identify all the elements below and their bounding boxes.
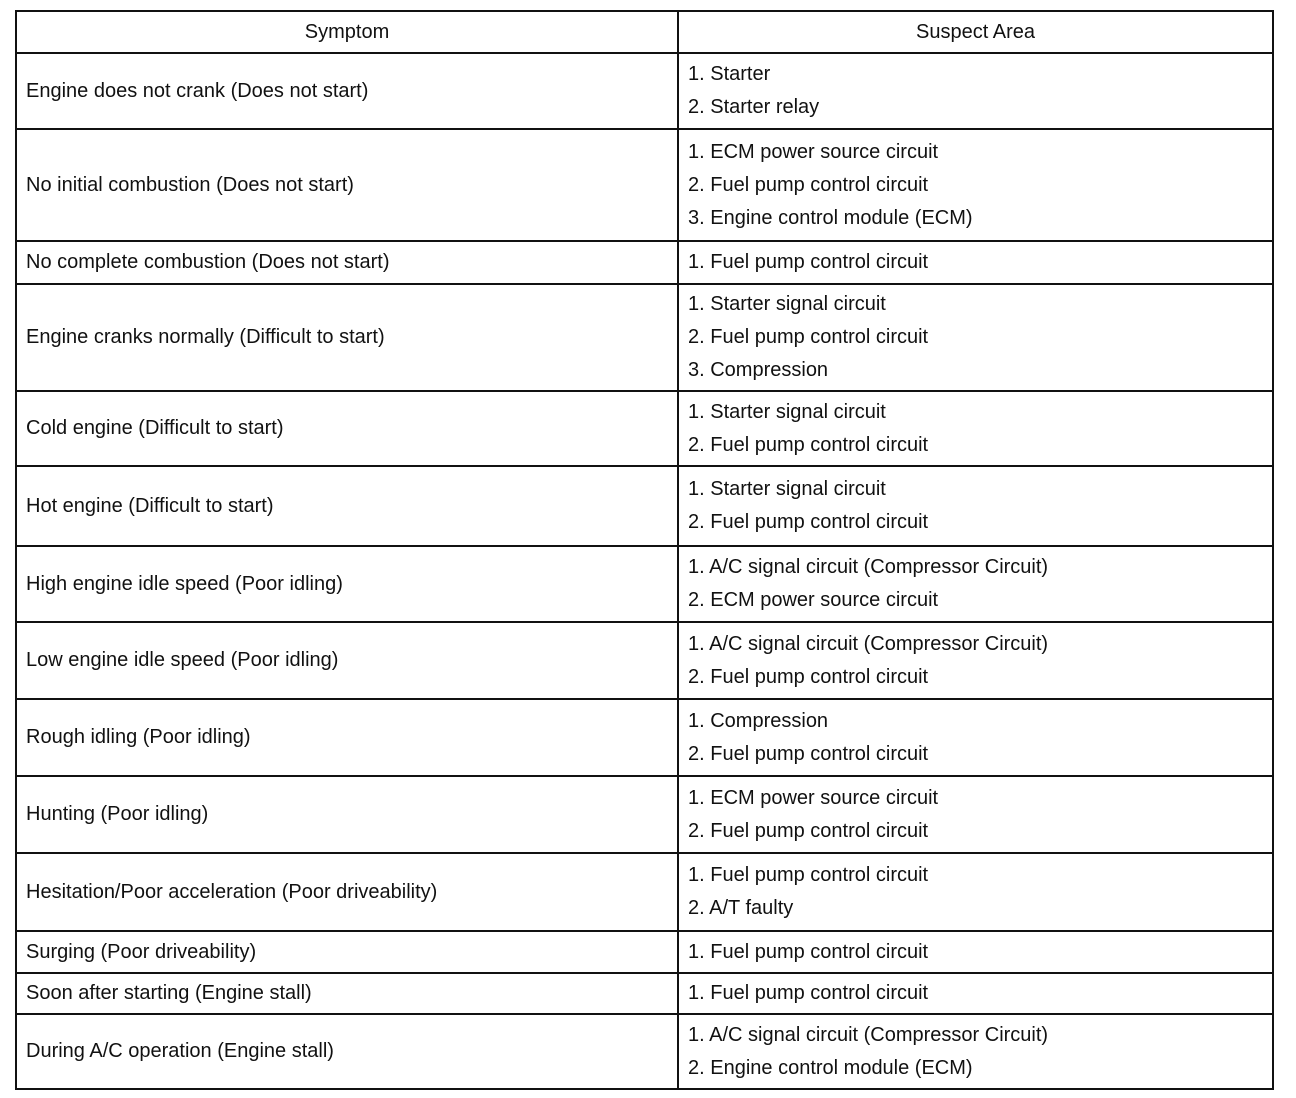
symptom-cell: High engine idle speed (Poor idling)	[15, 545, 679, 623]
symptom-cell: Hot engine (Difficult to start)	[15, 465, 679, 547]
suspect-area-cell: 1. ECM power source circuit 2. Fuel pump …	[677, 128, 1274, 242]
suspect-item: 2. Fuel pump control circuit	[688, 511, 929, 533]
table-row: Hot engine (Difficult to start) 1. Starte…	[15, 465, 1274, 547]
suspect-area-cell: 1. Starter signal circuit 2. Fuel pump co…	[677, 283, 1274, 392]
table-row: Soon after starting (Engine stall) 1. Fue…	[15, 972, 1274, 1015]
symptom-cell: Surging (Poor driveability)	[15, 930, 679, 974]
symptom-cell: Engine does not crank (Does not start)	[15, 52, 679, 130]
suspect-item: 2. Fuel pump control circuit	[688, 173, 929, 196]
suspect-area-cell: 1. Fuel pump control circuit 2. A/T fault…	[677, 852, 1274, 932]
suspect-item: 1. Starter signal circuit	[688, 400, 886, 423]
suspect-item: 1. Fuel pump control circuit	[688, 251, 929, 273]
table-row: Hesitation/Poor acceleration (Poor drive…	[15, 852, 1274, 932]
symptom-cell: Hesitation/Poor acceleration (Poor drive…	[15, 852, 679, 932]
suspect-item: 2. Fuel pump control circuit	[688, 665, 929, 688]
table-row: Low engine idle speed (Poor idling) 1. A/…	[15, 621, 1274, 700]
suspect-item: 1. A/C signal circuit (Compressor Circui…	[688, 1023, 1049, 1046]
suspect-item: 1. Starter	[688, 63, 771, 85]
suspect-area-cell: 1. Starter 2. Starter relay	[677, 52, 1274, 130]
suspect-item: 1. Fuel pump control circuit	[688, 940, 929, 963]
table-row: During A/C operation (Engine stall) 1. A/…	[15, 1013, 1274, 1090]
suspect-area-cell: 1. Fuel pump control circuit	[677, 972, 1274, 1015]
suspect-area-cell: 1. Starter signal circuit 2. Fuel pump co…	[677, 390, 1274, 467]
symptom-cell: Hunting (Poor idling)	[15, 775, 679, 854]
header-row: Symptom Suspect Area	[15, 10, 1274, 54]
suspect-item: 1. Starter signal circuit	[688, 293, 886, 315]
table-row: No complete combustion (Does not start) 1…	[15, 240, 1274, 285]
table-row: Engine does not crank (Does not start) 1.…	[15, 52, 1274, 130]
suspect-item: 2. Starter relay	[688, 96, 820, 118]
symptom-header: Symptom	[15, 10, 679, 54]
suspect-item: 2. Engine control module (ECM)	[688, 1056, 973, 1079]
symptom-cell: No complete combustion (Does not start)	[15, 240, 679, 285]
table-row: Engine cranks normally (Difficult to sta…	[15, 283, 1274, 392]
suspect-area-cell: 1. A/C signal circuit (Compressor Circui…	[677, 621, 1274, 700]
suspect-item: 1. ECM power source circuit	[688, 140, 939, 163]
suspect-item: 3. Compression	[688, 359, 829, 381]
symptom-cell: Low engine idle speed (Poor idling)	[15, 621, 679, 700]
suspect-area-cell: 1. A/C signal circuit (Compressor Circui…	[677, 545, 1274, 623]
suspect-item: 2. A/T faulty	[688, 897, 794, 919]
suspect-area-cell: 1. Fuel pump control circuit	[677, 930, 1274, 974]
suspect-item: 1. Starter signal circuit	[688, 478, 886, 500]
suspect-area-cell: 1. Fuel pump control circuit	[677, 240, 1274, 285]
suspect-item: 2. ECM power source circuit	[688, 589, 939, 611]
suspect-item: 1. A/C signal circuit (Compressor Circui…	[688, 632, 1049, 655]
suspect-item: 2. Fuel pump control circuit	[688, 819, 929, 842]
table-row: Cold engine (Difficult to start) 1. Start…	[15, 390, 1274, 467]
suspect-area-cell: 1. A/C signal circuit (Compressor Circui…	[677, 1013, 1274, 1090]
table-row: No initial combustion (Does not start) 1.…	[15, 128, 1274, 242]
suspect-item: 1. Fuel pump control circuit	[688, 864, 929, 886]
suspect-item: 3. Engine control module (ECM)	[688, 206, 973, 229]
suspect-item: 1. Fuel pump control circuit	[688, 982, 929, 1004]
suspect-item: 1. ECM power source circuit	[688, 786, 939, 809]
table-row: Hunting (Poor idling) 1. ECM power source…	[15, 775, 1274, 854]
symptom-cell: Engine cranks normally (Difficult to sta…	[15, 283, 679, 392]
suspect-item: 2. Fuel pump control circuit	[688, 326, 929, 348]
symptom-cell: Cold engine (Difficult to start)	[15, 390, 679, 467]
symptom-table: Symptom Suspect Area Engine does not cra…	[15, 10, 1274, 1090]
suspect-area-header: Suspect Area	[677, 10, 1274, 54]
suspect-item: 1. A/C signal circuit (Compressor Circui…	[688, 556, 1049, 578]
table-row: Rough idling (Poor idling) 1. Compression…	[15, 698, 1274, 777]
suspect-area-cell: 1. Starter signal circuit 2. Fuel pump co…	[677, 465, 1274, 547]
symptom-cell: Rough idling (Poor idling)	[15, 698, 679, 777]
suspect-item: 2. Fuel pump control circuit	[688, 433, 929, 456]
suspect-area-cell: 1. ECM power source circuit 2. Fuel pump …	[677, 775, 1274, 854]
table-row: Surging (Poor driveability) 1. Fuel pump …	[15, 930, 1274, 974]
suspect-item: 2. Fuel pump control circuit	[688, 742, 929, 765]
symptom-cell: No initial combustion (Does not start)	[15, 128, 679, 242]
suspect-item: 1. Compression	[688, 709, 829, 732]
symptom-cell: Soon after starting (Engine stall)	[15, 972, 679, 1015]
table-row: High engine idle speed (Poor idling) 1. A…	[15, 545, 1274, 623]
suspect-area-cell: 1. Compression 2. Fuel pump control circu…	[677, 698, 1274, 777]
symptom-cell: During A/C operation (Engine stall)	[15, 1013, 679, 1090]
